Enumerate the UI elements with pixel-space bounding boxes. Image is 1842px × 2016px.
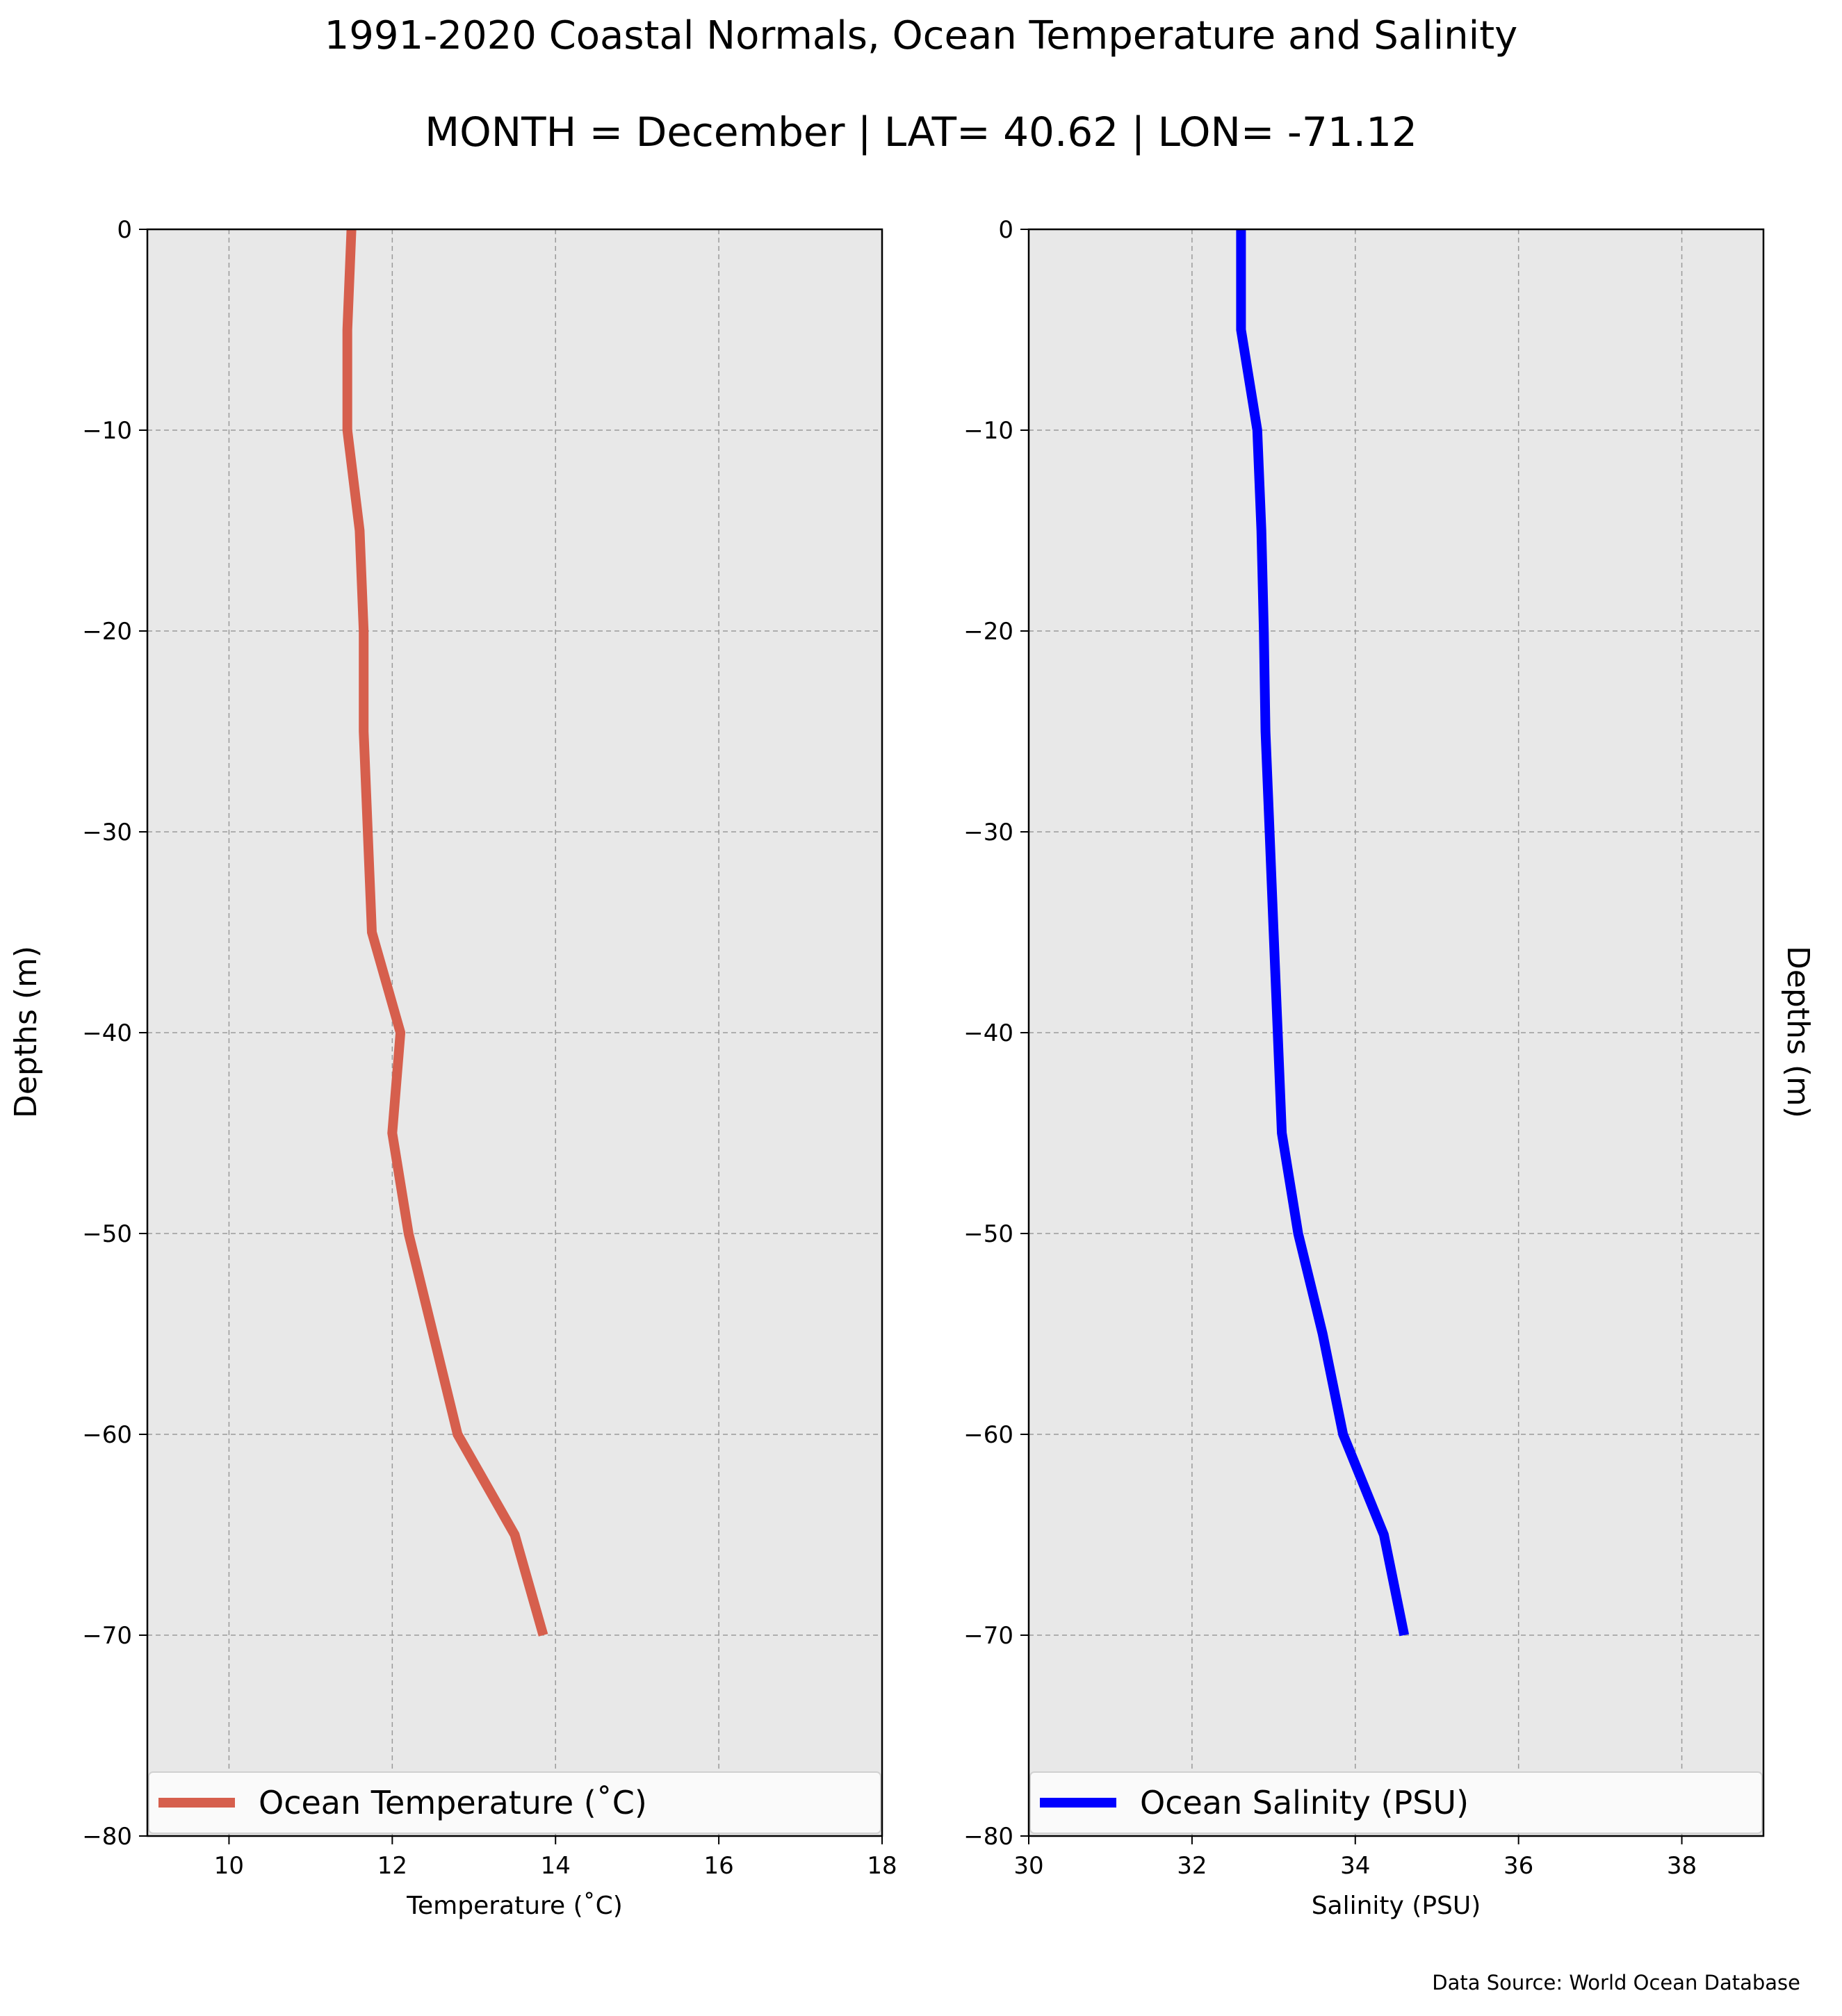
temperature-x-tick-label: 18 xyxy=(867,1852,897,1880)
salinity-legend-label: Ocean Salinity (PSU) xyxy=(1140,1784,1469,1821)
temperature-y-tick-label: −10 xyxy=(82,417,132,445)
temperature-x-axis-label: Temperature (˚C) xyxy=(406,1892,623,1920)
temperature-y-tick-label: −40 xyxy=(82,1019,132,1047)
salinity-y-tick-label: −50 xyxy=(963,1220,1013,1248)
salinity-y-tick-label: −10 xyxy=(963,417,1013,445)
temperature-y-tick-label: −80 xyxy=(82,1823,132,1851)
temperature-x-tick-label: 12 xyxy=(377,1852,407,1880)
salinity-x-tick-label: 32 xyxy=(1177,1852,1207,1880)
temperature-y-tick-label: −20 xyxy=(82,618,132,646)
salinity-series-line xyxy=(1236,229,1410,1637)
salinity-x-tick-label: 38 xyxy=(1667,1852,1697,1880)
data-source-note: Data Source: World Ocean Database xyxy=(1432,1971,1800,1994)
temperature-x-tick-label: 14 xyxy=(541,1852,571,1880)
temperature-y-tick-label: 0 xyxy=(117,216,132,244)
temperature-y-tick-label: −50 xyxy=(82,1220,132,1248)
temperature-y-tick-label: −60 xyxy=(82,1421,132,1449)
salinity-y-axis-label: Depths (m) xyxy=(1780,946,1816,1118)
salinity-y-tick-label: −30 xyxy=(963,819,1013,846)
salinity-y-tick-label: −40 xyxy=(963,1019,1013,1047)
temperature-y-tick-label: −30 xyxy=(82,819,132,846)
temperature-x-tick-label: 16 xyxy=(703,1852,733,1880)
salinity-profile-chart: Ocean Salinity (PSU) 30 32 34 36 38 0 −10 −20 −30… xyxy=(963,216,1765,1920)
salinity-x-tick-label: 36 xyxy=(1503,1852,1533,1880)
temperature-legend-label: Ocean Temperature (˚C) xyxy=(259,1784,647,1821)
salinity-y-tick-label: 0 xyxy=(998,216,1013,244)
salinity-x-tick-label: 34 xyxy=(1340,1852,1370,1880)
temperature-y-axis-label: Depths (m) xyxy=(8,946,44,1118)
figure-title: 1991-2020 Coastal Normals, Ocean Tempera… xyxy=(325,13,1518,58)
salinity-y-tick-label: −80 xyxy=(963,1823,1013,1851)
salinity-y-tick-label: −70 xyxy=(963,1622,1013,1650)
temperature-x-tick-label: 10 xyxy=(214,1852,244,1880)
temperature-y-tick-label: −70 xyxy=(82,1622,132,1650)
salinity-x-tick-label: 30 xyxy=(1013,1852,1043,1880)
temperature-series-line xyxy=(342,229,548,1637)
figure-subtitle: MONTH = December | LAT= 40.62 | LON= -71… xyxy=(425,108,1417,156)
salinity-y-tick-label: −60 xyxy=(963,1421,1013,1449)
temperature-profile-chart: Ocean Temperature (˚C) 10 12 14 16 18 0 −10 −20 −… xyxy=(82,216,897,1920)
salinity-legend xyxy=(1029,1771,1763,1834)
salinity-x-axis-label: Salinity (PSU) xyxy=(1312,1892,1481,1920)
salinity-y-tick-label: −20 xyxy=(963,618,1013,646)
temperature-legend xyxy=(148,1771,881,1834)
